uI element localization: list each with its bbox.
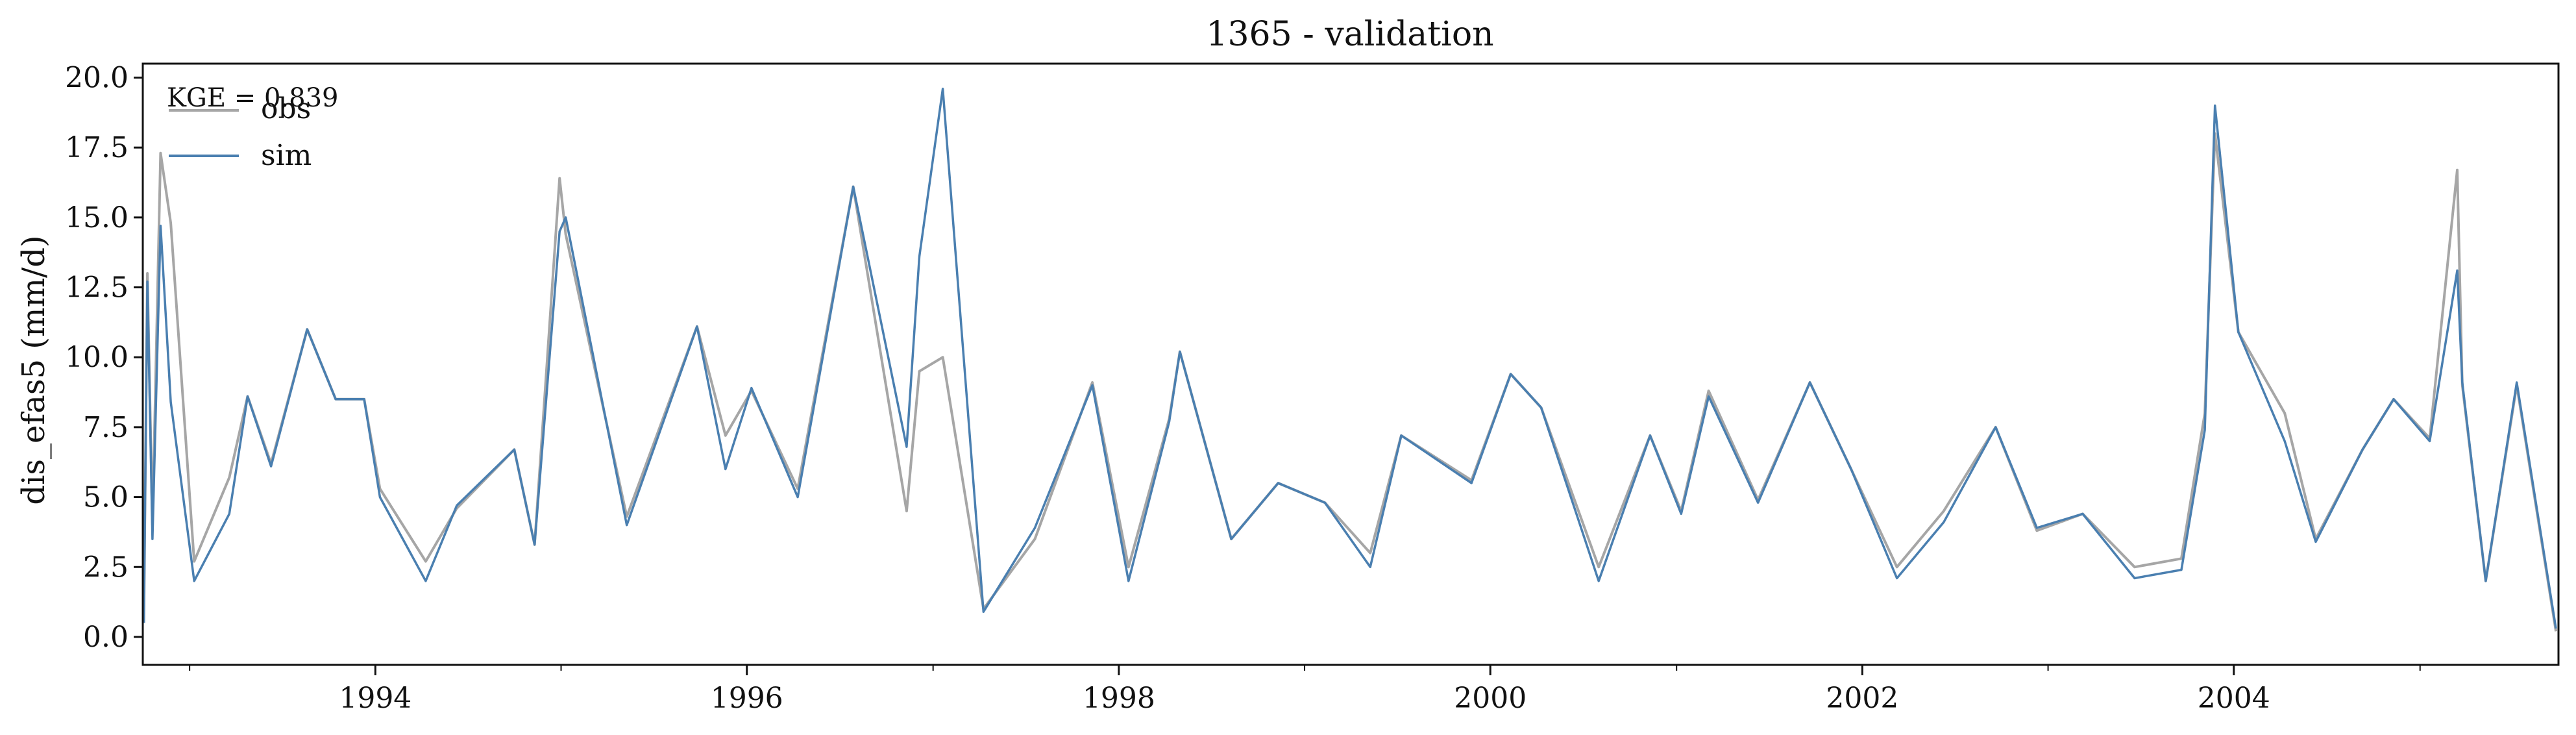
x-tick-label: 1994 [339, 682, 411, 715]
plot-frame [141, 62, 2560, 666]
y-tick-label: 12.5 [65, 271, 129, 305]
y-tick-label: 10.0 [65, 341, 129, 374]
y-tick-label: 5.0 [83, 481, 129, 514]
y-tick-label: 2.5 [83, 551, 129, 584]
x-tick-label: 2004 [2198, 682, 2270, 715]
y-tick-label: 0.0 [83, 621, 129, 654]
x-tick-label: 2002 [1826, 682, 1898, 715]
chart-title: 1365 - validation [1206, 15, 1493, 54]
legend-label-sim: sim [261, 139, 312, 172]
x-tick-label: 1998 [1083, 682, 1155, 715]
y-tick-label: 17.5 [65, 131, 129, 164]
x-tick-label: 2000 [1454, 682, 1527, 715]
y-tick-label: 15.0 [65, 201, 129, 234]
axes: 0.0 2.5 5.0 7.5 10.0 12.5 15.0 17.5 20.0 1994 1996… [65, 62, 2421, 715]
y-tick-label: 20.0 [65, 62, 129, 95]
x-tick-label: 1996 [711, 682, 783, 715]
legend: KGE = 0.839 obs sim [167, 83, 339, 172]
y-tick-label: 7.5 [83, 411, 129, 444]
plot-area [142, 88, 2558, 632]
kge-annotation: KGE = 0.839 [167, 83, 339, 113]
legend-label-obs: obs [261, 92, 311, 125]
series-line-sim [142, 88, 2557, 629]
series-line-obs [142, 132, 2558, 632]
y-axis-label: dis_efas5 (mm/d) [16, 235, 52, 505]
